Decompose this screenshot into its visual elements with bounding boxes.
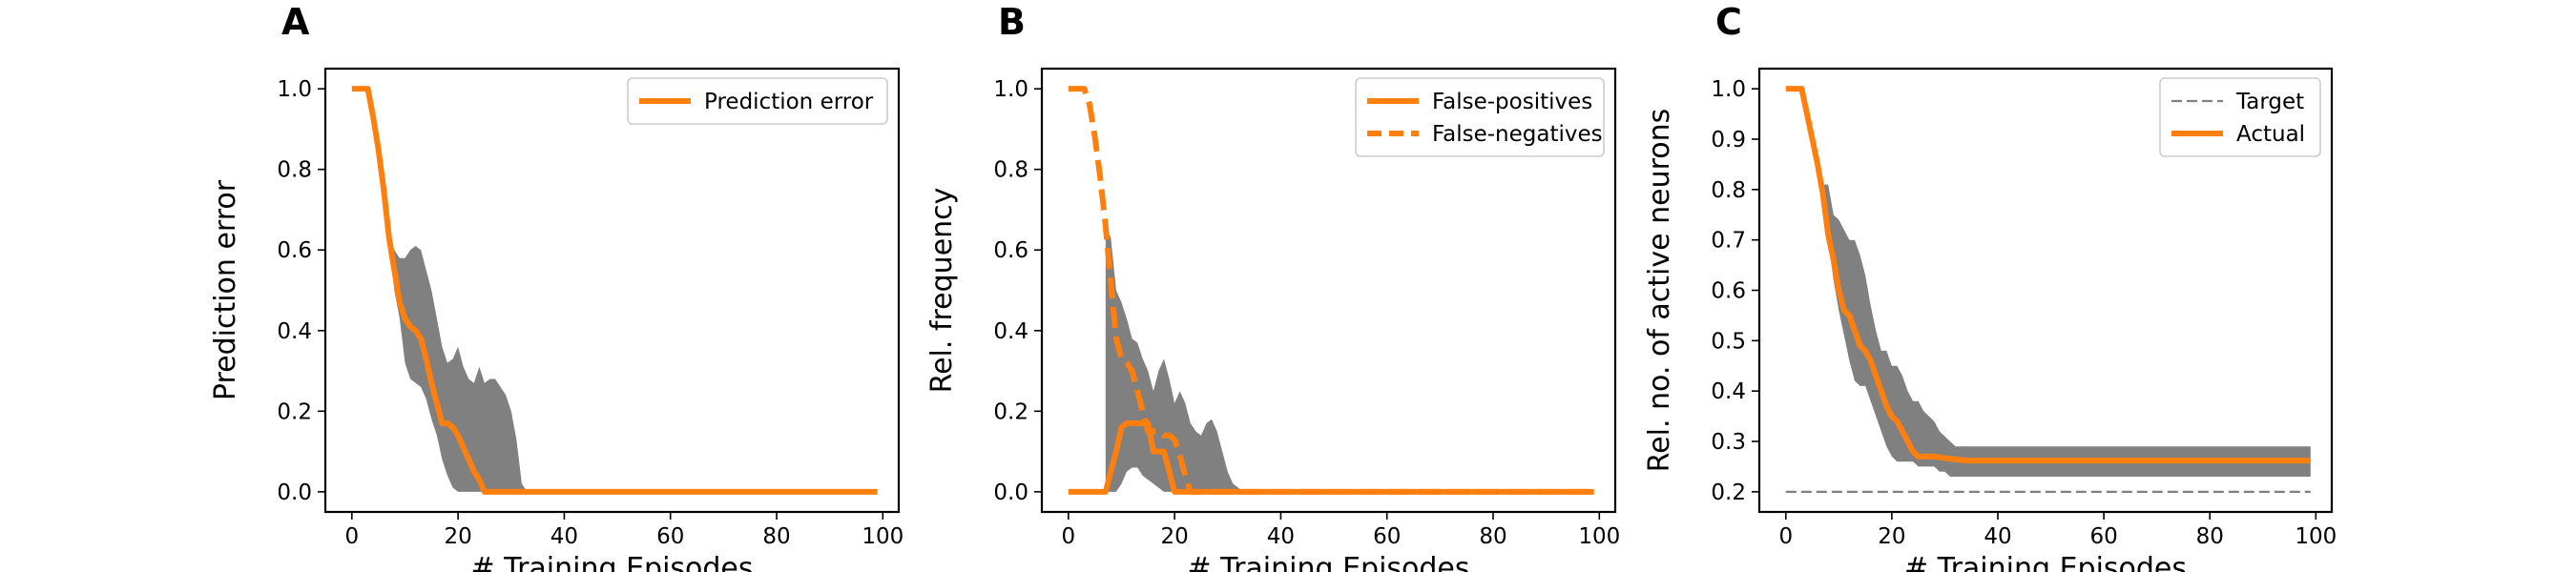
y-axis-label: Prediction error xyxy=(209,179,242,400)
y-axis-label: Rel. no. of active neurons xyxy=(1643,109,1676,473)
x-tick-label: 80 xyxy=(2196,524,2224,549)
x-axis-label: # Training Episodes xyxy=(1187,552,1469,572)
x-tick-label: 80 xyxy=(762,524,790,549)
y-tick-label: 0.8 xyxy=(1711,178,1746,203)
x-tick-label: 0 xyxy=(1062,524,1076,549)
legend-label: False-negatives xyxy=(1432,122,1603,147)
panel-letter: A xyxy=(281,1,310,43)
y-tick-label: 1.0 xyxy=(993,77,1028,102)
panel-c: C 0 20 40 60 80 100 0.2 0.3 0.4 0.5 0.6 0.7 0.8 0.9 1.0… xyxy=(1643,1,2337,572)
panel-b: B 0 20 40 60 80 100 0.0 0.2 0.4 0.6 0.8 1.0 # Trainin… xyxy=(925,1,1620,572)
variance-band xyxy=(1822,184,2311,477)
x-tick-label: 60 xyxy=(656,524,684,549)
x-tick-label: 100 xyxy=(2295,524,2337,549)
legend-box xyxy=(2159,77,2321,157)
x-tick-label: 40 xyxy=(1267,524,1295,549)
x-tick-label: 20 xyxy=(1160,524,1188,549)
x-tick-label: 60 xyxy=(2089,524,2117,549)
series-line-false-negatives xyxy=(1068,86,1594,495)
x-tick-label: 20 xyxy=(1878,524,1905,549)
y-tick-label: 0.2 xyxy=(277,399,312,424)
variance-band xyxy=(388,230,528,492)
y-tick-label: 0.2 xyxy=(993,399,1028,424)
x-axis-label: # Training Episodes xyxy=(470,552,753,572)
variance-band xyxy=(1105,225,1244,492)
legend-label: Prediction error xyxy=(704,90,874,114)
y-tick-label: 0.6 xyxy=(993,238,1028,263)
plot-frame xyxy=(1040,67,1617,514)
series-line-prediction-error xyxy=(351,86,878,495)
panel-letter: B xyxy=(998,1,1026,43)
panel-a: A 0 20 40 60 80 100 0.0 0.2 0.4 0.6 0.8 1.0 # Trainin… xyxy=(209,1,904,572)
y-tick-label: 0.0 xyxy=(277,480,312,505)
legend: False-positives False-negatives xyxy=(1355,77,1605,157)
legend: Prediction error xyxy=(627,77,888,125)
panel-letter: C xyxy=(1715,1,1742,43)
y-tick-label: 1.0 xyxy=(1711,77,1746,102)
legend-label: Actual xyxy=(2236,122,2305,147)
x-tick-label: 100 xyxy=(1578,524,1620,549)
x-tick-label: 0 xyxy=(1778,524,1793,549)
y-tick-label: 0.4 xyxy=(993,319,1028,344)
plot-frame xyxy=(323,67,901,514)
legend-box xyxy=(1355,77,1605,157)
x-tick-label: 100 xyxy=(862,524,904,549)
y-tick-label: 0.2 xyxy=(1711,480,1746,505)
x-tick-label: 60 xyxy=(1373,524,1401,549)
legend-label: Target xyxy=(2235,90,2304,114)
y-tick-label: 0.6 xyxy=(277,238,312,263)
y-tick-label: 0.7 xyxy=(1711,229,1746,254)
x-tick-label: 20 xyxy=(444,524,471,549)
x-axis-label: # Training Episodes xyxy=(1904,552,2187,572)
y-tick-label: 0.4 xyxy=(277,319,312,344)
y-axis-label: Rel. frequency xyxy=(925,188,959,394)
y-tick-label: 0.6 xyxy=(1711,279,1746,304)
series-line-actual xyxy=(1785,86,2311,464)
x-tick-label: 0 xyxy=(345,524,360,549)
y-tick-label: 0.8 xyxy=(993,158,1028,183)
x-tick-label: 80 xyxy=(1479,524,1506,549)
y-tick-label: 0.9 xyxy=(1711,128,1746,153)
legend-box xyxy=(627,77,888,125)
y-tick-label: 0.3 xyxy=(1711,430,1746,455)
y-tick-label: 0.0 xyxy=(993,480,1028,505)
x-tick-label: 40 xyxy=(1984,524,2011,549)
y-tick-label: 0.4 xyxy=(1711,379,1746,404)
legend-label: False-positives xyxy=(1432,90,1592,114)
legend: Target Actual xyxy=(2159,77,2321,157)
y-tick-label: 1.0 xyxy=(277,77,312,102)
x-tick-label: 40 xyxy=(551,524,578,549)
y-tick-label: 0.5 xyxy=(1711,329,1746,354)
y-tick-label: 0.8 xyxy=(277,158,312,183)
